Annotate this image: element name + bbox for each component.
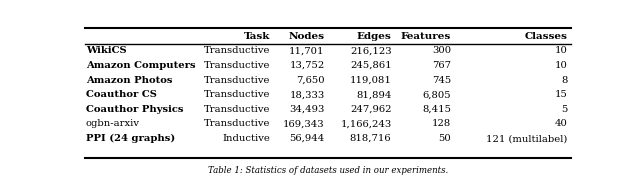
Text: PPI (24 graphs): PPI (24 graphs) <box>86 134 175 143</box>
Text: 245,861: 245,861 <box>350 61 392 70</box>
Text: 169,343: 169,343 <box>283 119 324 128</box>
Text: 81,894: 81,894 <box>356 90 392 99</box>
Text: WikiCS: WikiCS <box>86 46 127 55</box>
Text: 10: 10 <box>555 46 568 55</box>
Text: 18,333: 18,333 <box>289 90 324 99</box>
Text: 300: 300 <box>432 46 451 55</box>
Text: Amazon Photos: Amazon Photos <box>86 76 172 85</box>
Text: Transductive: Transductive <box>204 61 270 70</box>
Text: Task: Task <box>244 32 270 41</box>
Text: Classes: Classes <box>525 32 568 41</box>
Text: 818,716: 818,716 <box>350 134 392 143</box>
Text: 767: 767 <box>432 61 451 70</box>
Text: Transductive: Transductive <box>204 105 270 114</box>
Text: 247,962: 247,962 <box>350 105 392 114</box>
Text: 1,166,243: 1,166,243 <box>340 119 392 128</box>
Text: 50: 50 <box>438 134 451 143</box>
Text: Transductive: Transductive <box>204 90 270 99</box>
Text: 7,650: 7,650 <box>296 76 324 85</box>
Text: Transductive: Transductive <box>204 119 270 128</box>
Text: 13,752: 13,752 <box>289 61 324 70</box>
Text: 34,493: 34,493 <box>289 105 324 114</box>
Text: 6,805: 6,805 <box>422 90 451 99</box>
Text: 119,081: 119,081 <box>349 76 392 85</box>
Text: Coauthor CS: Coauthor CS <box>86 90 157 99</box>
Text: Edges: Edges <box>356 32 392 41</box>
Text: 745: 745 <box>432 76 451 85</box>
Text: 40: 40 <box>555 119 568 128</box>
Text: 11,701: 11,701 <box>289 46 324 55</box>
Text: 216,123: 216,123 <box>350 46 392 55</box>
Text: 15: 15 <box>555 90 568 99</box>
Text: 8: 8 <box>561 76 568 85</box>
Text: 121 (multilabel): 121 (multilabel) <box>486 134 568 143</box>
Text: Transductive: Transductive <box>204 46 270 55</box>
Text: 8,415: 8,415 <box>422 105 451 114</box>
Text: Coauthor Physics: Coauthor Physics <box>86 105 184 114</box>
Text: 56,944: 56,944 <box>289 134 324 143</box>
Text: Table 1: Statistics of datasets used in our experiments.: Table 1: Statistics of datasets used in … <box>208 166 448 175</box>
Text: Nodes: Nodes <box>289 32 324 41</box>
Text: 10: 10 <box>555 61 568 70</box>
Text: Inductive: Inductive <box>222 134 270 143</box>
Text: Features: Features <box>401 32 451 41</box>
Text: 128: 128 <box>432 119 451 128</box>
Text: 5: 5 <box>561 105 568 114</box>
Text: ogbn-arxiv: ogbn-arxiv <box>86 119 140 128</box>
Text: Amazon Computers: Amazon Computers <box>86 61 196 70</box>
Text: Transductive: Transductive <box>204 76 270 85</box>
